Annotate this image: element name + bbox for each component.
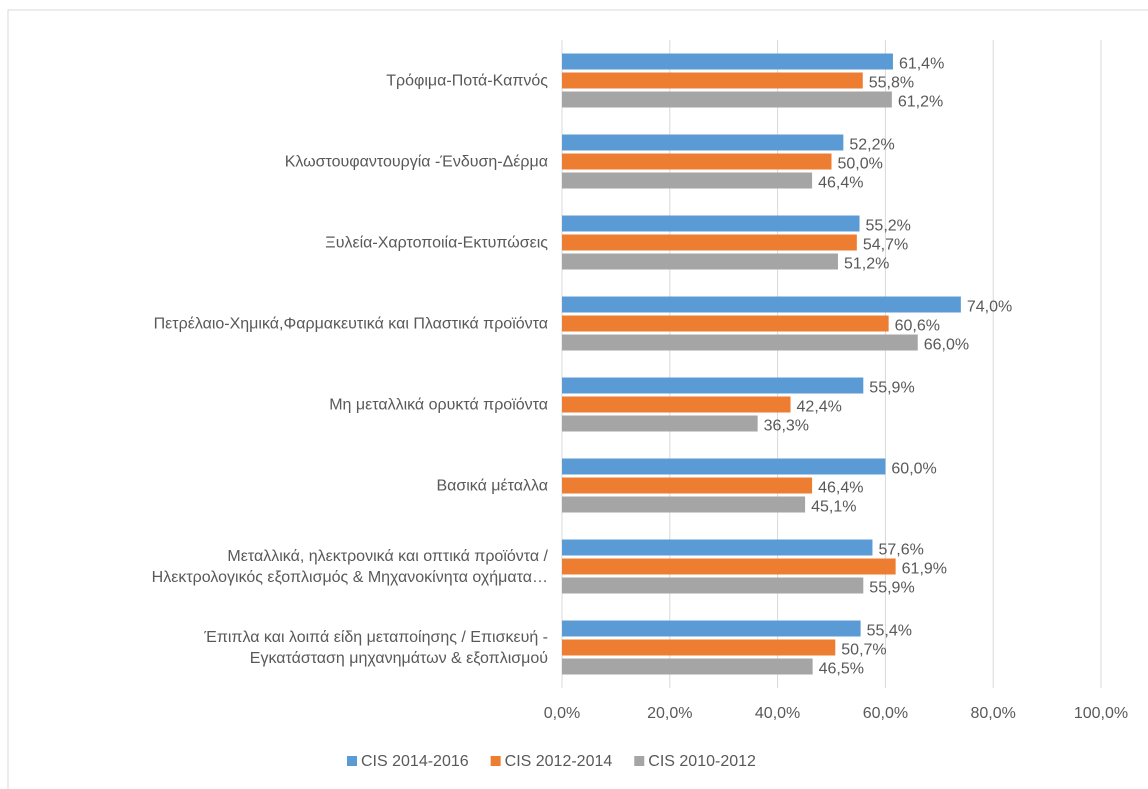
y-tick-label: Μη μεταλλικά ορυκτά προϊόντα	[329, 396, 548, 413]
data-label: 42,4%	[797, 399, 842, 416]
bar	[562, 53, 893, 70]
legend-label: CIS 2014-2016	[361, 753, 469, 770]
bar	[562, 234, 857, 251]
data-label: 50,0%	[838, 156, 883, 173]
legend-label: CIS 2012-2014	[505, 753, 613, 770]
data-label: 55,8%	[869, 75, 914, 92]
bar	[562, 639, 836, 656]
bar	[562, 215, 860, 232]
y-tick-label: Μεταλλικά, ηλεκτρονικά και οπτικά προϊόν…	[151, 547, 548, 586]
legend-label: CIS 2010-2012	[648, 753, 756, 770]
bar	[562, 415, 758, 432]
y-tick-label: Τρόφιμα-Ποτά-Καπνός	[386, 72, 548, 89]
data-label: 45,1%	[811, 499, 856, 516]
bar	[562, 620, 861, 637]
data-label: 57,6%	[878, 542, 923, 559]
bar	[562, 458, 886, 475]
y-tick-label: Έπιπλα και λοιπά είδη μεταποίησης / Επισ…	[204, 628, 548, 667]
x-tick-label: 40,0%	[755, 705, 800, 722]
data-label: 60,0%	[891, 461, 936, 478]
data-label: 74,0%	[967, 299, 1012, 316]
bar	[562, 558, 896, 575]
data-label: 46,4%	[818, 175, 863, 192]
legend-swatch	[347, 756, 357, 766]
data-label: 55,9%	[869, 380, 914, 397]
data-label: 51,2%	[844, 256, 889, 273]
y-tick-label: Πετρέλαιο-Χημικά,Φαρμακευτικά και Πλαστι…	[153, 315, 548, 332]
data-label: 66,0%	[924, 337, 969, 354]
data-label: 55,4%	[867, 623, 912, 640]
chart-frame	[7, 9, 1148, 789]
bar	[562, 72, 863, 89]
bar	[562, 91, 892, 108]
bar	[562, 153, 832, 170]
bar	[562, 496, 806, 513]
y-tick-label: Κλωστουφαντουργία -Ένδυση-Δέρμα	[284, 153, 548, 170]
data-label: 46,4%	[818, 480, 863, 497]
data-label: 46,5%	[819, 661, 864, 678]
data-label: 55,2%	[866, 218, 911, 235]
bar	[562, 396, 791, 413]
bar	[562, 172, 813, 189]
data-label: 55,9%	[869, 580, 914, 597]
bar	[562, 315, 889, 332]
data-label: 61,2%	[898, 94, 943, 111]
x-tick-label: 20,0%	[647, 705, 692, 722]
bar	[562, 334, 918, 351]
bar	[562, 658, 813, 675]
data-label: 60,6%	[895, 318, 940, 335]
bar	[562, 253, 838, 270]
bar	[562, 477, 813, 494]
data-label: 61,9%	[902, 561, 947, 578]
y-tick-label: Ξυλεία-Χαρτοποιία-Εκτυπώσεις	[325, 234, 548, 251]
x-tick-label: 0,0%	[544, 705, 580, 722]
x-tick-label: 100,0%	[1074, 705, 1128, 722]
data-label: 50,7%	[841, 642, 886, 659]
data-label: 54,7%	[863, 237, 908, 254]
data-label: 52,2%	[849, 137, 894, 154]
bar	[562, 577, 864, 594]
bar	[562, 134, 844, 151]
bar	[562, 296, 961, 313]
data-label: 61,4%	[899, 56, 944, 73]
bar	[562, 539, 873, 556]
bar	[562, 377, 864, 394]
legend-swatch	[634, 756, 645, 766]
legend-swatch	[490, 756, 501, 766]
x-tick-label: 80,0%	[971, 705, 1016, 722]
y-tick-label: Βασικά μέταλλα	[436, 477, 548, 494]
x-tick-label: 60,0%	[863, 705, 908, 722]
data-label: 36,3%	[764, 418, 809, 435]
